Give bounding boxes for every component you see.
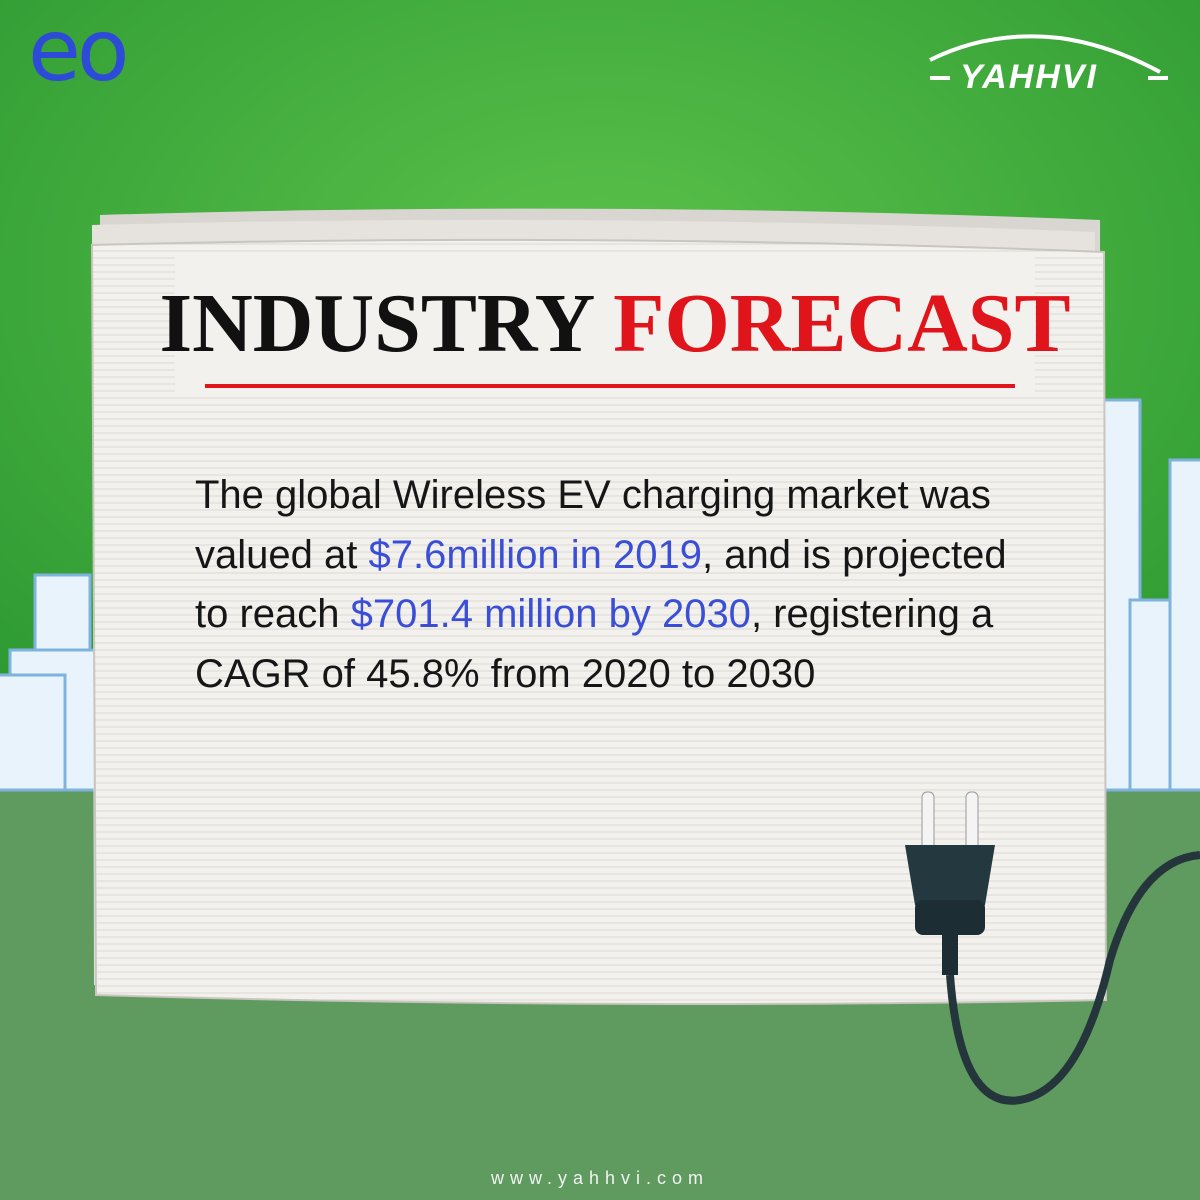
body-segment: The global Wireless EV charging market w… <box>195 473 991 577</box>
highlight-text: $701.4 million by 2030 <box>350 592 751 636</box>
logo-car-outline <box>929 34 1168 80</box>
body-segment: , registering a CAGR of 45.8% from 2020 … <box>195 592 994 696</box>
headline-word: INDUSTRY <box>159 277 593 370</box>
headline: INDUSTRY FORECAST <box>120 282 1110 366</box>
body-text: The global Wireless EV charging market w… <box>195 466 1035 704</box>
logo-yahhvi: YAHHVI <box>960 58 1098 96</box>
highlight-text: $7.6million in 2019 <box>368 532 703 577</box>
newspaper <box>90 208 1108 1005</box>
footer-url: www.yahhvi.com <box>490 1168 710 1188</box>
body-segment: , and is projected to reach <box>195 532 1007 637</box>
headline-word-red: FORECAST <box>613 277 1071 370</box>
plug-icon <box>905 791 1200 1105</box>
logo-eo: eo <box>28 1 130 101</box>
